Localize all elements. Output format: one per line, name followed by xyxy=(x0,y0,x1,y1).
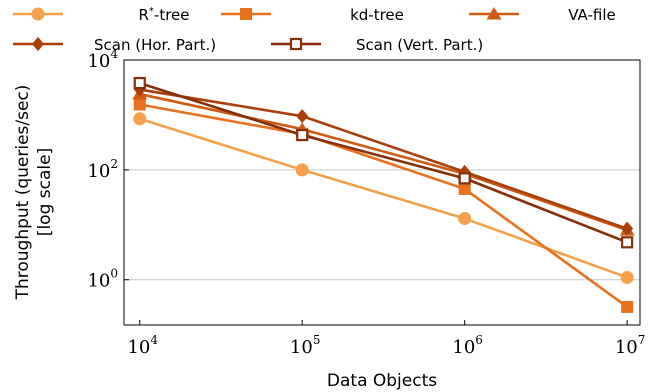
grid xyxy=(124,59,640,281)
y-axis: 100 102 104 xyxy=(87,47,129,292)
data-point xyxy=(621,236,634,249)
legend-label: kd-tree xyxy=(350,6,404,24)
series-line xyxy=(139,81,628,244)
data-point xyxy=(621,300,634,313)
data-point xyxy=(458,182,471,195)
series-4 xyxy=(133,76,634,249)
x-axis: 104 105 106 107 xyxy=(127,320,645,358)
data-point xyxy=(458,172,471,185)
legend-label: VA-file xyxy=(568,6,616,24)
x-axis-label: Data Objects xyxy=(327,371,437,391)
legend-label: Scan (Hor. Part.) xyxy=(94,36,216,54)
legend-item-2: VA-file xyxy=(469,6,616,24)
data-point xyxy=(296,128,309,142)
legend-marker xyxy=(240,8,252,20)
data-point xyxy=(295,163,309,177)
legend-label: R*-tree xyxy=(138,6,189,24)
data-point xyxy=(133,76,146,90)
data-point xyxy=(296,109,309,124)
y-axis-label: Throughput (queries/sec) xyxy=(13,85,33,301)
x-tick-label: 104 xyxy=(127,333,158,358)
legend-label: Scan (Vert. Part.) xyxy=(356,36,483,54)
y-tick-label: 104 xyxy=(87,47,118,72)
series-line xyxy=(139,103,628,308)
series-layer xyxy=(132,76,635,313)
legend-marker xyxy=(486,7,502,20)
legend-marker xyxy=(289,37,303,51)
data-point xyxy=(133,98,146,111)
y-tick-label: 100 xyxy=(87,267,118,292)
y-axis-label-scale: [log scale] xyxy=(35,148,55,236)
x-tick-label: 106 xyxy=(452,333,483,358)
legend: R*-tree kd-tree VA-file Scan (Hor. Part.) Sc… xyxy=(13,6,616,54)
data-point xyxy=(620,270,634,284)
x-tick-label: 105 xyxy=(290,333,321,358)
plot-frame xyxy=(123,59,641,326)
legend-item-1: kd-tree xyxy=(221,6,404,24)
data-point xyxy=(458,212,472,226)
legend-marker xyxy=(32,37,44,51)
y-tick-label: 102 xyxy=(87,157,118,182)
data-point xyxy=(621,221,634,236)
legend-item-4: Scan (Vert. Part.) xyxy=(271,36,483,54)
series-line xyxy=(139,92,628,232)
legend-marker xyxy=(31,7,45,21)
series-3 xyxy=(133,82,634,236)
series-line xyxy=(139,88,628,230)
x-tick-label: 107 xyxy=(615,333,646,358)
data-point xyxy=(133,112,147,126)
legend-item-3: Scan (Hor. Part.) xyxy=(13,36,216,54)
legend-item-0: R*-tree xyxy=(13,6,190,24)
